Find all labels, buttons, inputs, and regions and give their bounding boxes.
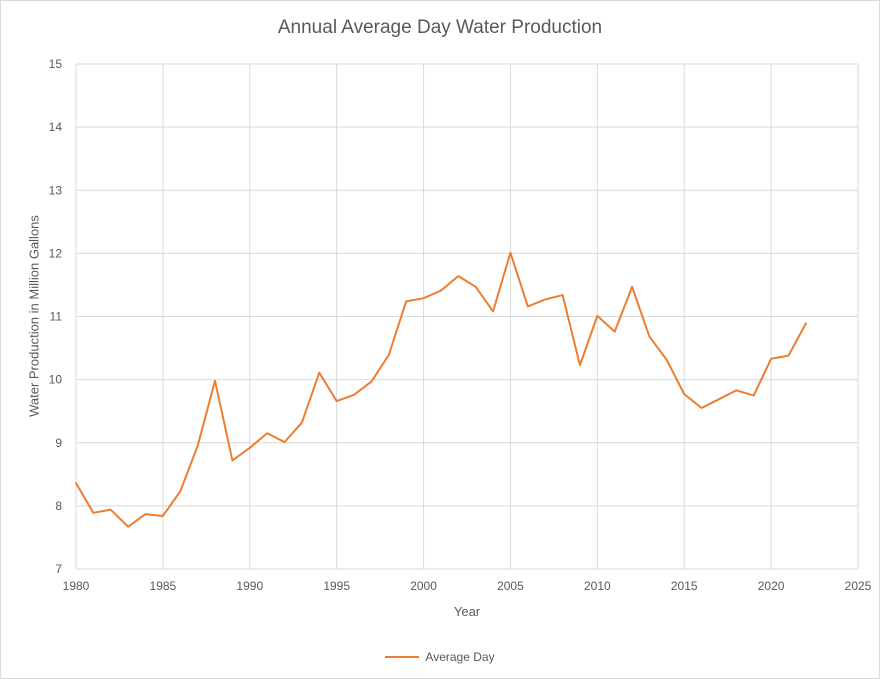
- data-point: [770, 358, 772, 360]
- data-point: [457, 275, 459, 277]
- data-point: [701, 407, 703, 409]
- x-tick-label: 2015: [671, 579, 698, 593]
- data-point: [284, 441, 286, 443]
- data-point: [92, 512, 94, 514]
- data-point: [718, 398, 720, 400]
- data-point: [110, 509, 112, 511]
- data-point: [162, 515, 164, 517]
- data-point: [475, 286, 477, 288]
- x-tick-label: 2025: [845, 579, 872, 593]
- legend-swatch-average-day: [385, 656, 420, 658]
- data-point: [735, 389, 737, 391]
- data-point: [423, 297, 425, 299]
- data-point: [318, 372, 320, 374]
- x-tick-label: 2005: [497, 579, 524, 593]
- x-tick-label: 2000: [410, 579, 437, 593]
- data-point: [75, 482, 77, 484]
- data-point: [544, 298, 546, 300]
- data-point: [127, 526, 129, 528]
- data-point: [683, 393, 685, 395]
- x-tick-label: 1990: [236, 579, 263, 593]
- data-point: [509, 252, 511, 254]
- data-point: [266, 432, 268, 434]
- data-point: [336, 400, 338, 402]
- data-point: [579, 364, 581, 366]
- data-point: [353, 394, 355, 396]
- data-point: [596, 315, 598, 317]
- x-tick-label: 2010: [584, 579, 611, 593]
- x-tick-label: 1995: [323, 579, 350, 593]
- data-point: [527, 305, 529, 307]
- data-point: [631, 286, 633, 288]
- y-tick-label: 12: [49, 246, 63, 260]
- data-point: [753, 394, 755, 396]
- x-tick-label: 1985: [150, 579, 177, 593]
- data-point: [492, 310, 494, 312]
- data-point: [370, 381, 372, 383]
- y-tick-label: 10: [49, 373, 63, 387]
- data-point: [197, 445, 199, 447]
- x-tick-label: 2020: [758, 579, 785, 593]
- y-axis-label: Water Production in Million Gallons: [26, 215, 42, 417]
- y-tick-label: 7: [55, 562, 62, 576]
- data-point: [805, 322, 807, 324]
- data-point: [145, 513, 147, 515]
- y-tick-label: 8: [55, 499, 62, 513]
- data-point: [388, 354, 390, 356]
- data-point: [301, 422, 303, 424]
- data-point: [562, 294, 564, 296]
- y-tick-label: 11: [50, 310, 63, 324]
- x-tick-label: 1980: [63, 579, 90, 593]
- y-tick-label: 15: [49, 57, 63, 71]
- data-point: [787, 355, 789, 357]
- data-point: [214, 380, 216, 382]
- y-tick-label: 9: [55, 436, 62, 450]
- y-tick-label: 14: [49, 120, 63, 134]
- chart-title: Annual Average Day Water Production: [277, 17, 603, 38]
- data-point: [440, 290, 442, 292]
- y-tick-label: 13: [49, 183, 63, 197]
- data-point: [666, 359, 668, 361]
- data-point: [179, 490, 181, 492]
- data-point: [614, 331, 616, 333]
- data-point: [249, 447, 251, 449]
- legend: Average Day: [1, 650, 879, 664]
- data-point: [231, 459, 233, 461]
- legend-label-average-day: Average Day: [425, 650, 495, 664]
- x-axis-label: Year: [453, 604, 481, 619]
- data-point: [405, 300, 407, 302]
- series-line-average-day: [75, 251, 807, 528]
- data-point: [648, 336, 650, 338]
